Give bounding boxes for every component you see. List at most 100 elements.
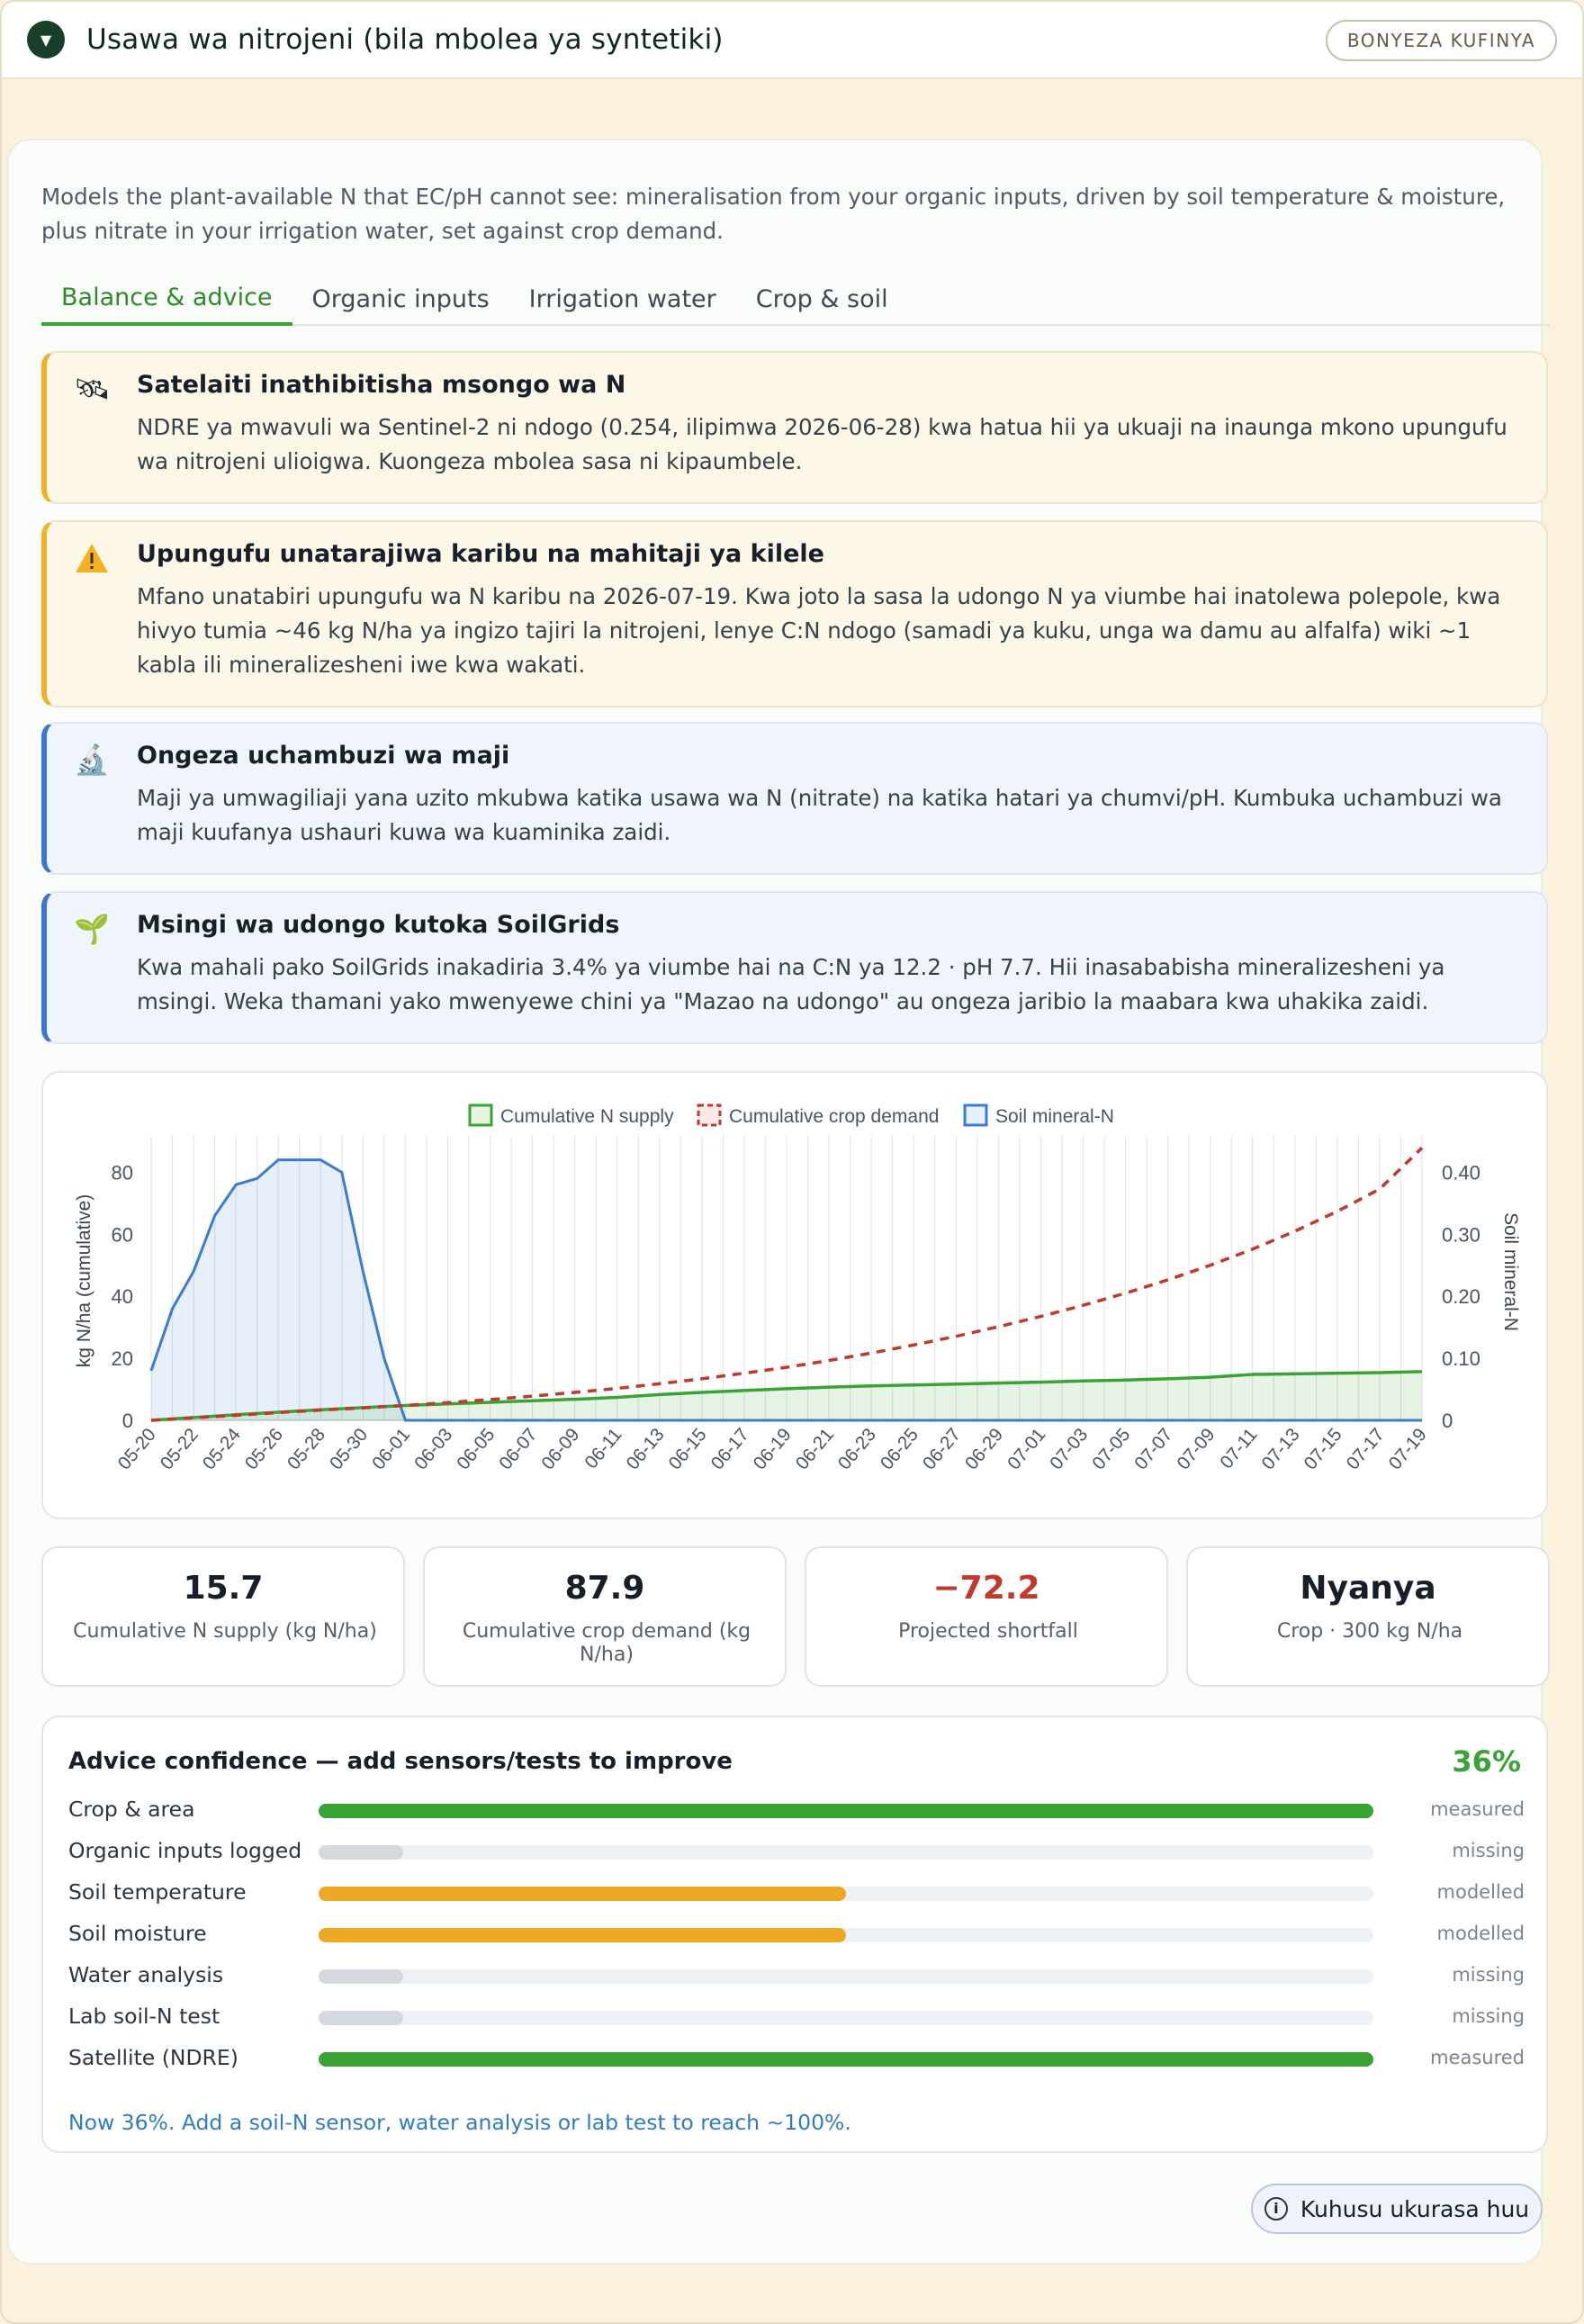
confidence-label: Soil moisture [68,1921,207,1946]
x-tick-label: 07-19 [1385,1424,1431,1473]
x-tick-label: 06-05 [453,1424,499,1473]
alert-satellite: 🛰 Satelaiti inathibitisha msongo wa N ND… [41,351,1548,504]
y-tick-right: 0.10 [1442,1347,1480,1370]
soil-mineral-line [149,1158,1422,1422]
confidence-track [319,1804,1373,1818]
soil-mineral-area [151,1159,1422,1420]
alert-title: Ongeza uchambuzi wa maji [137,742,510,770]
x-tick-label: 06-01 [368,1424,414,1473]
collapse-toggle-icon[interactable]: ▼ [27,21,65,59]
x-tick-label: 07-13 [1257,1424,1303,1473]
alert-shortfall: Upungufu unatarajiwa karibu na mahitaji … [41,520,1548,707]
x-tick-label: 06-25 [877,1424,922,1473]
alert-body: Maji ya umwagiliaji yana uzito mkubwa ka… [137,785,1502,845]
confidence-status: measured [1430,1798,1525,1820]
stat-value: 15.7 [183,1570,264,1607]
legend-swatch [963,1103,988,1127]
tab-irrigation-water[interactable]: Irrigation water [528,284,716,313]
legend-swatch [697,1103,722,1127]
stat-crop: Nyanya Crop · 300 kg N/ha [1186,1546,1550,1687]
y-tick-left: 20 [112,1347,133,1370]
stat-supply: 15.7 Cumulative N supply (kg N/ha) [41,1546,405,1687]
confidence-title: Advice confidence — add sensors/tests to… [68,1748,733,1775]
confidence-label: Satellite (NDRE) [68,2045,238,2070]
confidence-status: measured [1430,2047,1525,2068]
confidence-label: Water analysis [68,1962,224,1987]
confidence-fill [319,1969,403,1984]
alert-body: NDRE ya mwavuli wa Sentinel-2 ni ndogo (… [137,414,1508,474]
y-tick-left: 60 [112,1223,133,1246]
x-tick-label: 06-07 [495,1424,541,1473]
x-tick-label: 06-03 [410,1424,456,1473]
info-icon: i [1264,2197,1288,2220]
x-tick-label: 05-26 [241,1424,287,1473]
stat-label: Cumulative crop demand (kg N/ha) [462,1620,752,1666]
confidence-track [319,1845,1373,1860]
nitrogen-chart: 0 20 40 60 80 0 0.10 0.20 0.30 0.40 kg N/ha (cumul… [41,1071,1548,1519]
legend-swatch [468,1103,493,1127]
tab-balance-advice[interactable]: Balance & advice [41,272,292,326]
confidence-row: Soil temperature modelled [68,1876,1525,1910]
x-tick-label: 07-15 [1300,1424,1346,1473]
collapse-button[interactable]: BONYEZA KUFINYA [1325,20,1557,61]
confidence-status: missing [1452,1964,1525,1986]
confidence-track [319,2011,1373,2025]
stat-label: Cumulative N supply (kg N/ha) [73,1620,377,1643]
x-tick-label: 07-11 [1216,1424,1261,1473]
confidence-track [319,2052,1373,2067]
confidence-status: missing [1452,2005,1525,2027]
section-header[interactable]: ▼ Usawa wa nitrojeni (bila mbolea ya syn… [2,2,1582,79]
about-label: Kuhusu ukurasa huu [1300,2195,1530,2222]
confidence-fill [319,1845,403,1860]
stat-label: Crop · 300 kg N/ha [1276,1620,1463,1643]
tab-bar: Balance & advice Organic inputs Irrigati… [41,272,1550,326]
warning-icon [74,540,110,576]
x-tick-label: 06-29 [961,1424,1007,1473]
confidence-fill [319,2011,403,2025]
x-tick-label: 06-17 [706,1424,752,1473]
x-tick-label: 07-09 [1173,1424,1219,1473]
y-tick-right: 0.20 [1442,1285,1480,1308]
y-tick-left: 40 [112,1285,133,1308]
y-tick-left: 80 [112,1161,133,1184]
about-page-button[interactable]: i Kuhusu ukurasa huu [1251,2184,1543,2234]
confidence-label: Crop & area [68,1797,195,1822]
x-tick-label: 07-07 [1130,1424,1176,1473]
y-tick-right: 0.30 [1442,1223,1480,1246]
stat-value: 87.9 [564,1570,645,1607]
confidence-row: Lab soil-N test missing [68,2000,1525,2034]
y-tick-right: 0 [1442,1410,1453,1432]
legend-label: Cumulative N supply [500,1106,674,1127]
crop-demand-line [150,1146,1424,1422]
x-tick-label: 06-13 [622,1424,668,1473]
confidence-row: Organic inputs logged missing [68,1834,1525,1869]
confidence-label: Lab soil-N test [68,2004,220,2029]
y-tick-left: 0 [122,1410,133,1432]
alert-body: Kwa mahali pako SoilGrids inakadiria 3.4… [137,954,1445,1014]
confidence-row: Soil moisture modelled [68,1917,1525,1951]
section-title: Usawa wa nitrojeni (bila mbolea ya synte… [86,23,724,56]
confidence-row: Crop & area measured [68,1793,1525,1827]
x-tick-label: 05-22 [157,1424,202,1473]
nitrogen-balance-card: Models the plant-available N that EC/pH … [7,139,1550,2265]
n-supply-area [151,1371,1422,1420]
confidence-card: Advice confidence — add sensors/tests to… [41,1716,1548,2153]
confidence-track [319,1928,1373,1942]
intro-text: Models the plant-available N that EC/pH … [41,184,1506,244]
confidence-row: Water analysis missing [68,1959,1525,1993]
x-tick-label: 06-21 [792,1424,838,1473]
alert-title: Msingi wa udongo kutoka SoilGrids [137,911,620,939]
confidence-row: Satellite (NDRE) measured [68,2041,1525,2076]
x-tick-label: 05-30 [326,1424,372,1473]
confidence-status: modelled [1436,1923,1525,1944]
confidence-track [319,1969,1373,1984]
alert-water-analysis: 🔬 Ongeza uchambuzi wa maji Maji ya umwag… [41,722,1548,875]
tab-crop-soil[interactable]: Crop & soil [755,284,888,313]
satellite-icon: 🛰 [74,372,111,406]
x-tick-label: 06-19 [750,1424,796,1473]
x-tick-label: 05-20 [114,1424,160,1473]
tab-organic-inputs[interactable]: Organic inputs [311,284,490,313]
y-axis-label-right: Soil mineral-N [1500,1212,1521,1331]
seedling-icon: 🌱 [74,912,110,946]
